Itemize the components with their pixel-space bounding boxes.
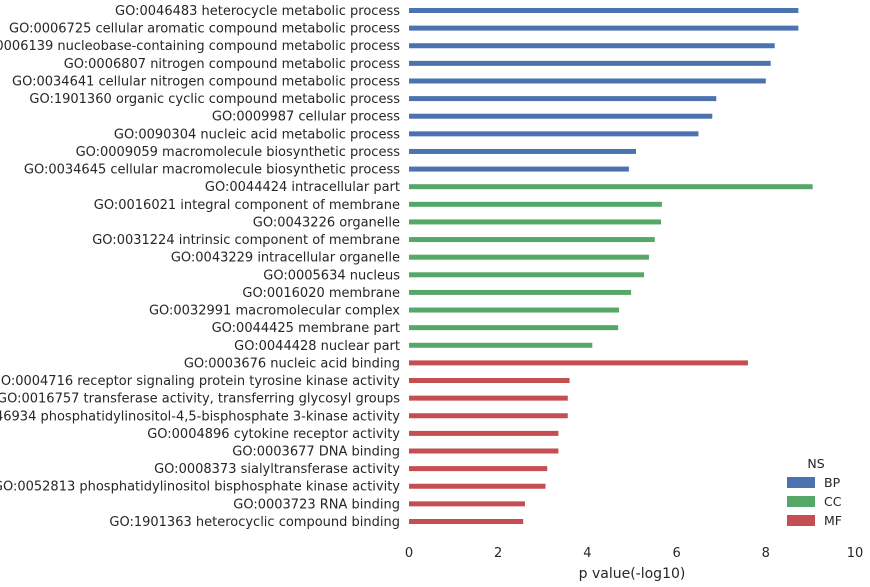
category-label: GO:0044424 intracellular part <box>205 180 400 195</box>
category-label: GO:0009987 cellular process <box>212 110 400 125</box>
category-label: GO:0052813 phosphatidylinositol bisphosp… <box>0 480 400 495</box>
x-tick-label: 2 <box>494 546 502 561</box>
x-tick-label: 0 <box>405 546 413 561</box>
x-tick-labels-layer: 0 2 4 6 8 10 <box>405 546 863 561</box>
bar-cc <box>409 201 662 207</box>
bar-bp <box>409 60 771 66</box>
legend-swatch-bp <box>787 477 815 488</box>
bar-cc <box>409 342 593 348</box>
bar-mf <box>409 395 568 401</box>
category-label: GO:0031224 intrinsic component of membra… <box>92 233 400 248</box>
category-label: GO:0034645 cellular macromolecule biosyn… <box>24 163 400 178</box>
bar-cc <box>409 184 813 190</box>
bar-bp <box>409 96 717 102</box>
bar-cc <box>409 254 649 260</box>
category-label: GO:0044425 membrane part <box>212 321 400 336</box>
bar-mf <box>409 466 548 472</box>
bars-layer <box>409 8 813 524</box>
legend-label-mf: MF <box>824 513 842 528</box>
legend-swatch-cc <box>787 496 815 507</box>
category-label: GO:0043226 organelle <box>253 215 400 230</box>
bar-mf <box>409 448 559 454</box>
bar-bp <box>409 8 799 13</box>
category-label: GO:0043229 intracellular organelle <box>171 251 400 266</box>
category-label: GO:0044428 nuclear part <box>234 339 400 354</box>
legend-label-cc: CC <box>824 494 842 509</box>
bar-mf <box>409 483 546 489</box>
bar-mf <box>409 430 559 436</box>
bar-bp <box>409 78 766 84</box>
bar-bp <box>409 43 775 49</box>
bar-bp <box>409 25 799 31</box>
category-label: GO:0016020 membrane <box>242 286 400 301</box>
category-label: GO:0008373 sialyltransferase activity <box>154 462 400 477</box>
bar-cc <box>409 325 619 331</box>
category-label: GO:0016757 transferase activity, transfe… <box>0 392 400 407</box>
category-label: GO:0005634 nucleus <box>263 268 400 283</box>
bar-cc <box>409 272 645 278</box>
category-label: GO:0003677 DNA binding <box>232 445 400 460</box>
x-axis-title: p value(-log10) <box>579 566 686 582</box>
bar-bp <box>409 148 637 154</box>
category-label: GO:0034641 cellular nitrogen compound me… <box>12 74 400 89</box>
legend-title: NS <box>807 456 824 471</box>
category-label: GO:1901363 heterocyclic compound binding <box>109 515 400 530</box>
bar-bp <box>409 113 713 119</box>
legend-label-bp: BP <box>824 475 841 490</box>
category-label: GO:0006807 nitrogen compound metabolic p… <box>64 57 401 72</box>
bar-mf <box>409 518 524 524</box>
bar-cc <box>409 307 620 313</box>
category-label: GO:1901360 organic cyclic compound metab… <box>29 92 400 107</box>
category-labels-layer: GO:0046483 heterocycle metabolic process… <box>0 4 400 530</box>
legend: NS BP CC MF <box>787 456 842 528</box>
category-label: GO:0090304 nucleic acid metabolic proces… <box>114 127 400 142</box>
category-label: GO:0016021 integral component of membran… <box>94 198 400 213</box>
category-label: GO:0003723 RNA binding <box>233 497 400 512</box>
bar-cc <box>409 237 655 243</box>
legend-swatch-mf <box>787 515 815 526</box>
x-tick-label: 6 <box>672 546 680 561</box>
category-label: GO:0006139 nucleobase-containing compoun… <box>0 39 400 54</box>
x-tick-label: 10 <box>847 546 864 561</box>
category-label: GO:0009059 macromolecule biosynthetic pr… <box>76 145 401 160</box>
category-label: GO:0004716 receptor signaling protein ty… <box>0 374 400 389</box>
bar-bp <box>409 166 629 172</box>
category-label: GO:0032991 macromolecular complex <box>149 304 400 319</box>
bar-cc <box>409 289 632 295</box>
category-label: GO:0003676 nucleic acid binding <box>184 356 400 371</box>
category-label: GO:0046934 phosphatidylinositol-4,5-bisp… <box>0 409 400 424</box>
category-label: GO:0046483 heterocycle metabolic process <box>115 4 400 19</box>
x-tick-label: 8 <box>762 546 770 561</box>
category-label: GO:0006725 cellular aromatic compound me… <box>9 22 400 37</box>
bar-bp <box>409 131 699 137</box>
category-label: GO:0004896 cytokine receptor activity <box>147 427 400 442</box>
bar-mf <box>409 501 525 507</box>
bar-mf <box>409 378 570 384</box>
x-tick-label: 4 <box>583 546 591 561</box>
bar-mf <box>409 413 568 419</box>
bar-cc <box>409 219 661 225</box>
bar-mf <box>409 360 748 366</box>
